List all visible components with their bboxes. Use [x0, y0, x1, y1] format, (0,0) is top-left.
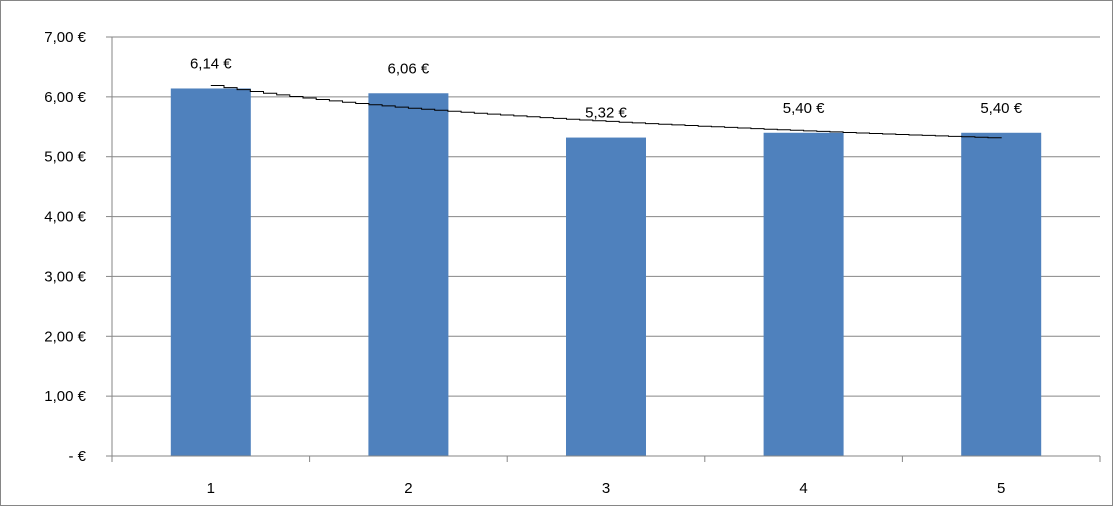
x-tick-label: 3: [602, 480, 610, 497]
data-label: 5,32 €: [585, 105, 627, 122]
x-tick-label: 1: [207, 480, 215, 497]
data-label: 5,40 €: [980, 100, 1022, 117]
x-tick-label: 4: [799, 480, 807, 497]
data-label: 5,40 €: [783, 100, 825, 117]
bar: [566, 137, 646, 456]
y-tick-label: - €: [68, 448, 86, 465]
y-tick-label: 7,00 €: [44, 29, 86, 46]
y-tick-label: 6,00 €: [44, 89, 86, 106]
bar: [368, 93, 449, 456]
bars: [170, 88, 1042, 456]
y-tick-label: 1,00 €: [44, 388, 86, 405]
bar: [961, 132, 1042, 456]
bar: [763, 132, 844, 456]
x-tick-label: 5: [997, 480, 1005, 497]
x-tick-label: 2: [404, 480, 412, 497]
y-tick-label: 5,00 €: [44, 149, 86, 166]
axes: - € 1,00 € 2,00 € 3,00 € 4,00 € 5,00 € 6,00 € 7…: [44, 29, 1101, 497]
bar: [170, 88, 251, 456]
y-tick-label: 3,00 €: [44, 268, 86, 285]
y-tick-label: 2,00 €: [44, 328, 86, 345]
data-labels: 6,14 € 6,06 € 5,32 € 5,40 € 5,40 €: [190, 55, 1023, 121]
trendline-group: [210, 85, 1002, 139]
data-label: 6,14 €: [190, 55, 232, 72]
y-tick-label: 4,00 €: [44, 209, 86, 226]
trendline: [210, 85, 1002, 139]
data-label: 6,06 €: [388, 60, 430, 77]
